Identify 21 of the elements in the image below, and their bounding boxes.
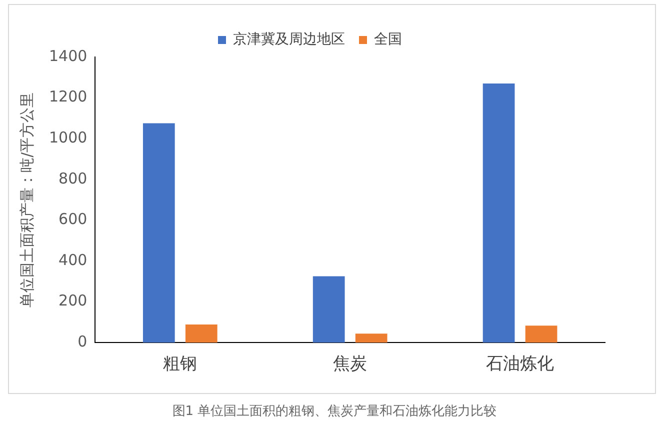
legend-label: 京津冀及周边地区 — [233, 32, 345, 48]
caption: 图1 单位国土面积的粗钢、焦炭产量和石油炼化能力比较 — [171, 403, 498, 420]
bar — [185, 324, 218, 343]
y-tick-label: 0 — [78, 332, 88, 350]
x-tick-label: 石油炼化 — [486, 354, 554, 374]
x-tick-label: 粗钢 — [163, 354, 198, 374]
y-tick-label: 400 — [58, 250, 88, 269]
y-tick-label: 1400 — [48, 46, 88, 65]
y-tick-label: 1200 — [48, 88, 88, 106]
y-tick-label: 800 — [58, 169, 88, 188]
bar — [355, 334, 388, 343]
legend-label: 全国 — [374, 32, 402, 48]
y-tick-label: 600 — [58, 210, 88, 228]
bar — [482, 84, 515, 343]
bar — [142, 123, 175, 343]
y-tick-label: 200 — [58, 292, 88, 310]
y-tick-label: 1000 — [48, 128, 88, 146]
bar — [312, 276, 345, 343]
bar — [525, 326, 558, 343]
y-axis-title: 单位国土面积产量：吨/平方公里 — [18, 92, 36, 308]
x-tick-label: 焦炭 — [333, 354, 368, 374]
